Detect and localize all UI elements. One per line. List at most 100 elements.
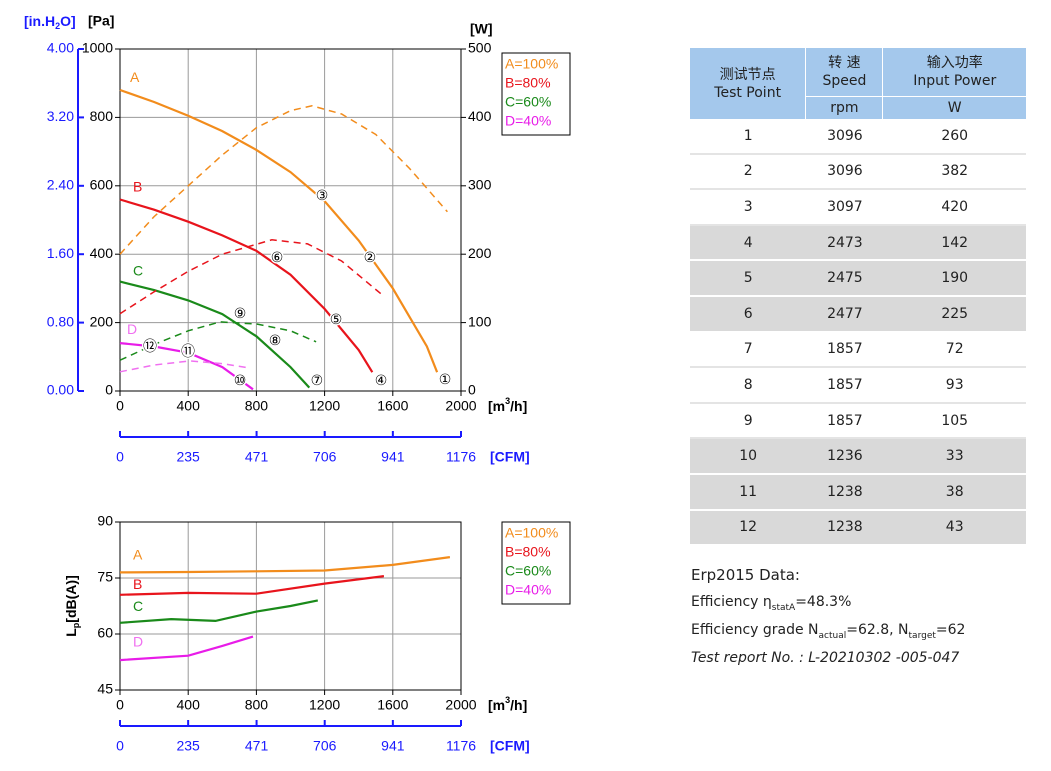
y2-tick-label: 500 bbox=[468, 40, 492, 56]
alt-tick-label: 0.80 bbox=[47, 313, 74, 329]
header-cell: 输入功率 Input Power bbox=[883, 48, 1026, 96]
x-tick-label: 1600 bbox=[377, 398, 408, 414]
point-marker: ① bbox=[439, 372, 452, 388]
table-cell: 1857 bbox=[806, 368, 884, 404]
curve-label: B bbox=[133, 576, 142, 592]
point-marker: ⑪ bbox=[181, 344, 195, 360]
table-cell: 260 bbox=[883, 119, 1026, 155]
text: Efficiency grade N bbox=[691, 622, 819, 638]
table-cell: 6 bbox=[690, 296, 807, 333]
header-text: Input Power bbox=[913, 73, 997, 89]
label-part: O] bbox=[60, 13, 76, 29]
y2-tick-label: 300 bbox=[468, 177, 492, 193]
header-text: Test Point bbox=[714, 84, 782, 101]
point-marker: ⑤ bbox=[330, 312, 343, 328]
header-cell: 转 速 Speed bbox=[806, 48, 884, 96]
x2-tick-label: 706 bbox=[313, 738, 337, 754]
label-part: [dB(A)] bbox=[63, 575, 79, 622]
point-marker: ④ bbox=[375, 373, 388, 389]
point-marker: ⑧ bbox=[269, 333, 282, 349]
unit-cell: rpm bbox=[806, 96, 884, 119]
curve bbox=[119, 280, 311, 389]
x2-tick-label: 471 bbox=[245, 738, 269, 754]
erp-efficiency: Efficiency ηstatA=48.3% bbox=[691, 594, 965, 622]
table-row: 12 1238 43 bbox=[690, 510, 1026, 547]
alt-axis-label: [in.H2O] bbox=[24, 13, 76, 32]
header-text: Speed bbox=[822, 73, 867, 89]
alt-tick-label: 1.60 bbox=[47, 245, 74, 261]
alt-tick-label: 3.20 bbox=[47, 108, 74, 124]
curve bbox=[119, 599, 319, 624]
power-curve bbox=[119, 321, 317, 361]
alt-tick-label: 0.00 bbox=[47, 382, 74, 398]
x2-axis-label: [CFM] bbox=[490, 449, 530, 465]
curve bbox=[119, 198, 374, 373]
curve-label: A bbox=[133, 547, 143, 563]
test-table: 测试节点 Test Point 转 速 Speed 输入功率 Input Power … bbox=[690, 48, 1026, 547]
x2-tick-label: 706 bbox=[313, 449, 337, 465]
x-tick-label: 1600 bbox=[377, 697, 408, 713]
header-text: 测试节点 bbox=[719, 66, 776, 83]
x-tick-label: 2000 bbox=[445, 398, 476, 414]
table-row: 11 1238 38 bbox=[690, 474, 1026, 511]
table-cell: 3096 bbox=[806, 155, 884, 191]
y-tick-label: 600 bbox=[90, 177, 114, 193]
table-cell: 5 bbox=[690, 261, 807, 297]
label-part: [m bbox=[488, 697, 505, 713]
curve-label: C bbox=[133, 598, 143, 614]
table-cell: 38 bbox=[883, 474, 1026, 511]
unit-cell: W bbox=[883, 96, 1026, 119]
y-tick-label: 800 bbox=[90, 108, 114, 124]
subscript: statA bbox=[771, 602, 796, 613]
point-marker: ⑫ bbox=[143, 339, 157, 355]
table-row: 6 2477 225 bbox=[690, 296, 1026, 333]
x2-tick-label: 235 bbox=[176, 738, 200, 754]
table-cell: 33 bbox=[883, 439, 1026, 475]
table-cell: 382 bbox=[883, 155, 1026, 191]
y-tick-label: 0 bbox=[105, 382, 113, 398]
table-cell: 8 bbox=[690, 368, 807, 404]
header-text: 转 速 bbox=[828, 55, 861, 71]
y2-tick-label: 100 bbox=[468, 313, 492, 329]
table-row: 5 2475 190 bbox=[690, 261, 1026, 297]
curve-label: A bbox=[130, 69, 140, 85]
x2-tick-label: 235 bbox=[176, 449, 200, 465]
table-cell: 9 bbox=[690, 404, 807, 440]
table-cell: 142 bbox=[883, 225, 1026, 262]
point-marker: ⑨ bbox=[234, 306, 247, 322]
x2-tick-label: 941 bbox=[381, 449, 405, 465]
erp-report: Test report No. : L-20210302 -005-047 bbox=[691, 650, 960, 666]
label-part: 3 bbox=[505, 396, 510, 406]
table-cell: 3096 bbox=[806, 119, 884, 155]
curve bbox=[119, 575, 385, 596]
table-cell: 1 bbox=[690, 119, 807, 155]
label-part: 2 bbox=[55, 21, 60, 31]
y-axis-label: Lp[dB(A)] bbox=[63, 575, 82, 636]
y2-tick-label: 400 bbox=[468, 108, 492, 124]
y2-tick-label: 0 bbox=[468, 382, 476, 398]
table-cell: 11 bbox=[690, 474, 807, 511]
table-cell: 4 bbox=[690, 225, 807, 262]
table-cell: 1857 bbox=[806, 333, 884, 369]
table-cell: 2 bbox=[690, 155, 807, 191]
table-row: 10 1236 33 bbox=[690, 439, 1026, 475]
alt-tick-label: 2.40 bbox=[47, 177, 74, 193]
table-row: 7 1857 72 bbox=[690, 333, 1026, 369]
text: =62 bbox=[935, 622, 966, 638]
label-part: [m bbox=[488, 398, 505, 414]
y-tick-label: 400 bbox=[90, 245, 114, 261]
x2-tick-label: 941 bbox=[381, 738, 405, 754]
table-cell: 1857 bbox=[806, 404, 884, 440]
curve-label: D bbox=[127, 321, 137, 337]
power-curve bbox=[119, 360, 249, 373]
table-cell: 43 bbox=[883, 510, 1026, 547]
text: =48.3% bbox=[795, 594, 852, 610]
plot-frame bbox=[119, 48, 462, 392]
x2-tick-label: 471 bbox=[245, 449, 269, 465]
table-cell: 2473 bbox=[806, 225, 884, 262]
x-tick-label: 2000 bbox=[445, 697, 476, 713]
power-curve bbox=[119, 105, 448, 255]
x-tick-label: 800 bbox=[245, 398, 269, 414]
header-cell: 测试节点 Test Point bbox=[690, 48, 807, 119]
x-tick-label: 400 bbox=[177, 398, 201, 414]
